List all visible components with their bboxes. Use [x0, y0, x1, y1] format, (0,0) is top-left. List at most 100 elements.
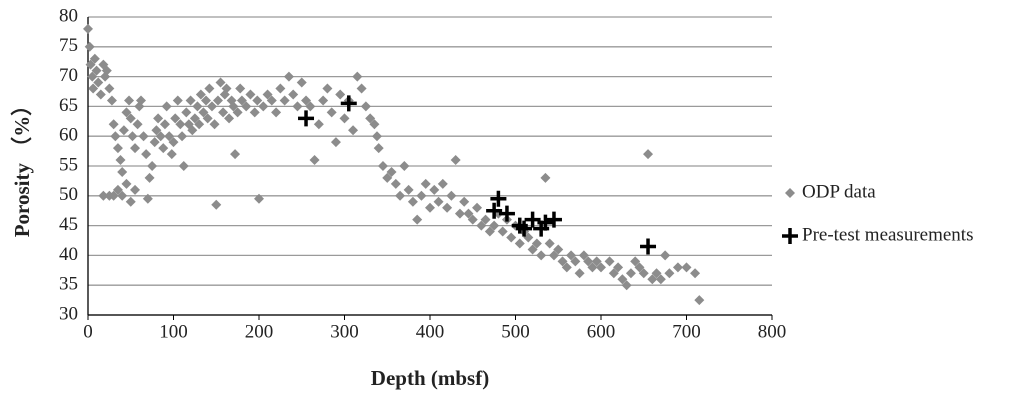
- point: [527, 244, 538, 255]
- point: [271, 107, 282, 118]
- point: [476, 220, 487, 231]
- point: [467, 214, 478, 225]
- point: [221, 83, 232, 94]
- point: [437, 178, 448, 189]
- y-tick-label: 60: [59, 125, 78, 146]
- point: [360, 101, 371, 112]
- point: [425, 202, 435, 213]
- point: [141, 149, 152, 160]
- point: [254, 193, 264, 204]
- point: [166, 149, 177, 160]
- point: [583, 256, 594, 267]
- point: [309, 155, 320, 166]
- point: [118, 125, 129, 136]
- point: [296, 77, 307, 88]
- point: [484, 226, 495, 237]
- point: [110, 131, 121, 142]
- point: [660, 250, 671, 261]
- x-axis-title: Depth (mbsf): [371, 366, 489, 390]
- x-tick-label: 300: [330, 321, 359, 342]
- y-tick-label: 70: [59, 65, 78, 86]
- point: [124, 95, 135, 106]
- point: [536, 250, 547, 261]
- point: [153, 113, 164, 124]
- point: [557, 256, 568, 267]
- legend-marker: [782, 228, 798, 244]
- point: [574, 268, 585, 279]
- point: [651, 268, 662, 279]
- point: [506, 232, 517, 243]
- point: [514, 238, 525, 249]
- point: [634, 262, 645, 273]
- point: [516, 220, 533, 237]
- point: [292, 101, 303, 112]
- point: [95, 89, 106, 100]
- point: [211, 199, 222, 210]
- point: [130, 184, 141, 195]
- point: [266, 95, 277, 106]
- point: [643, 149, 654, 160]
- point: [561, 262, 572, 273]
- point: [275, 83, 286, 94]
- point: [523, 232, 534, 243]
- point: [348, 125, 359, 136]
- point: [322, 83, 333, 94]
- point: [566, 250, 577, 261]
- point: [694, 295, 705, 306]
- point: [192, 101, 203, 112]
- point: [433, 196, 444, 207]
- point: [121, 107, 132, 118]
- point: [91, 65, 102, 76]
- point: [442, 202, 453, 213]
- x-tick-label: 400: [416, 321, 445, 342]
- point: [553, 244, 564, 255]
- point: [98, 190, 109, 201]
- point: [472, 202, 483, 213]
- point: [608, 268, 619, 279]
- point: [335, 89, 346, 100]
- y-tick-label: 35: [59, 274, 78, 295]
- point: [283, 71, 294, 82]
- point: [463, 208, 474, 219]
- point: [386, 166, 397, 177]
- point: [570, 256, 581, 267]
- point: [339, 113, 350, 124]
- point: [371, 131, 382, 142]
- point: [446, 190, 457, 201]
- x-tick-label: 700: [672, 321, 701, 342]
- point: [578, 250, 589, 261]
- point: [175, 119, 186, 130]
- point: [613, 262, 624, 273]
- point: [625, 268, 636, 279]
- point: [298, 110, 315, 127]
- point: [218, 107, 229, 118]
- point: [545, 211, 562, 228]
- x-tick-label: 500: [501, 321, 530, 342]
- point: [498, 205, 515, 222]
- point: [454, 208, 465, 219]
- point: [480, 214, 491, 225]
- point: [127, 131, 138, 142]
- x-tick-label: 600: [587, 321, 616, 342]
- point: [168, 137, 179, 148]
- point: [130, 143, 141, 154]
- point: [640, 238, 657, 255]
- point: [420, 178, 431, 189]
- x-tick-label: 100: [159, 321, 188, 342]
- legend-marker: [785, 188, 795, 198]
- point: [104, 83, 115, 94]
- point: [232, 107, 243, 118]
- point: [125, 113, 136, 124]
- point: [356, 83, 367, 94]
- point: [416, 190, 427, 201]
- point: [161, 101, 172, 112]
- point: [194, 119, 205, 130]
- point: [189, 113, 200, 124]
- point: [204, 83, 215, 94]
- point: [164, 131, 175, 142]
- point: [647, 274, 658, 285]
- point: [125, 196, 136, 207]
- point: [149, 137, 160, 148]
- point: [450, 155, 461, 166]
